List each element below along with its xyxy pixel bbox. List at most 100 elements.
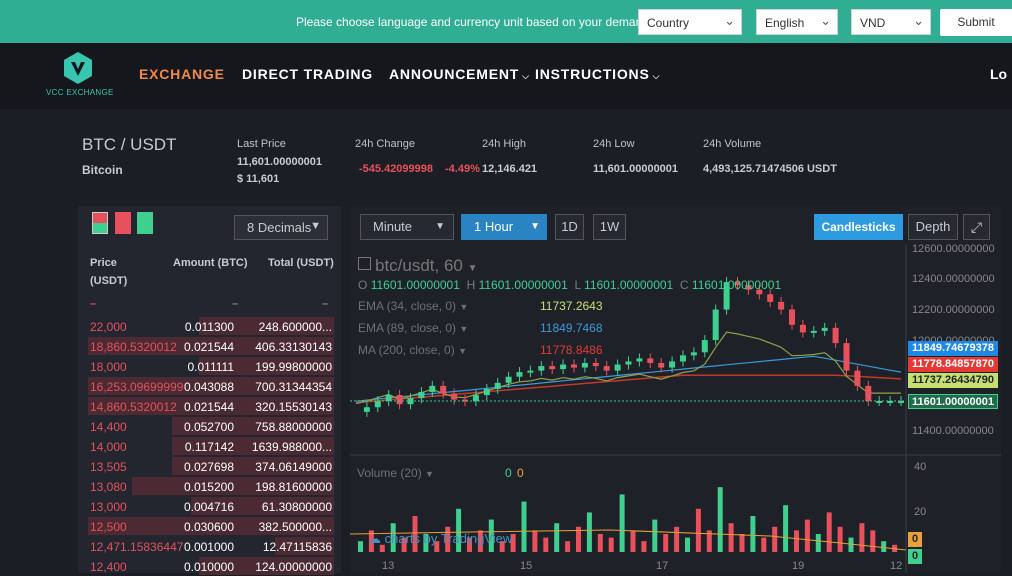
nav-direct-trading[interactable]: DIRECT TRADING	[242, 66, 373, 82]
orderbook-row[interactable]: 13,000 0.004716 61.30800000	[88, 496, 334, 516]
candlesticks-button[interactable]: Candlesticks	[814, 214, 903, 240]
depth-bar	[171, 437, 334, 455]
ema34-legend[interactable]: EMA (34, close, 0) ▼ 11737.2643	[358, 299, 618, 313]
decimals-select[interactable]: 8 Decimals ▼	[234, 215, 328, 240]
currency-select[interactable]: VND ⌄	[851, 9, 931, 35]
candle	[701, 340, 708, 353]
volume-bar	[630, 530, 636, 552]
candle	[592, 362, 599, 367]
orderbook-row[interactable]: 22,000 0.011300 248.600000...	[88, 316, 334, 336]
vcc-logo-icon[interactable]	[62, 51, 94, 85]
volume-value: 4,493,125.71474506 USDT	[703, 163, 837, 175]
amount-dash: –	[232, 298, 239, 310]
orderbook-price: 12,500	[90, 520, 127, 534]
range-1d-button[interactable]: 1D	[555, 214, 584, 240]
orderbook-total: 12.47115836	[262, 540, 332, 554]
orderbook-amount: 0.010000	[183, 560, 234, 574]
country-select-value: Country	[647, 16, 690, 30]
resolution-select[interactable]: 1 Hour ▼	[461, 214, 547, 240]
currency-select-value: VND	[860, 16, 886, 30]
orderbook-row[interactable]: 14,000 0.117142 1639.988000...	[88, 436, 334, 456]
ema34-price-tag: 11737.26434790	[908, 373, 998, 388]
interval-select[interactable]: Minute ▼	[360, 214, 454, 240]
collapse-icon[interactable]	[358, 257, 371, 270]
candle	[778, 301, 785, 310]
orderbook-total: 758.88000000	[255, 420, 332, 434]
volume-bar	[783, 505, 789, 552]
caret-down-icon: ▼	[425, 469, 434, 479]
orderbook-row[interactable]: 14,400 0.052700 758.88000000	[88, 416, 334, 436]
caret-down-icon: ▼	[458, 346, 467, 356]
orderbook-row[interactable]: 18,000 0.011111 199.99800000	[88, 356, 334, 376]
nav-exchange[interactable]: EXCHANGE	[139, 66, 225, 82]
nav-login[interactable]: Lo	[990, 66, 1008, 82]
candle	[385, 395, 392, 402]
orderbook-total: 320.15530143	[255, 400, 332, 414]
volume-bar	[685, 537, 690, 552]
range-1w-button[interactable]: 1W	[593, 214, 626, 240]
orderbook-row[interactable]: 12,471.15836447 0.001000 12.47115836	[88, 536, 334, 556]
orderbook-row[interactable]: 12,400 0.010000 124.00000000	[88, 556, 334, 576]
orderbook-row[interactable]: 18,860.5320012 0.021544 406.33130143	[88, 336, 334, 356]
depth-bar	[88, 377, 334, 395]
ema34-line	[355, 331, 901, 405]
orderbook-amount: 0.027698	[183, 460, 234, 474]
orderbook-row[interactable]: 13,080 0.015200 198.81600000	[88, 476, 334, 496]
chart-symbol[interactable]: btc/usdt, 60 ▼	[358, 256, 478, 276]
candle	[374, 401, 381, 408]
candle	[789, 309, 795, 325]
volume-bar	[423, 534, 429, 552]
orderbook-row[interactable]: 16,253.09699999 0.043088 700.31344354	[88, 376, 334, 396]
submit-button[interactable]: Submit	[940, 9, 1012, 36]
language-select[interactable]: English ⌄	[756, 9, 838, 35]
candle	[854, 370, 861, 386]
country-select[interactable]: Country ⌄	[638, 9, 742, 35]
volume-bar	[848, 537, 854, 552]
caret-down-icon: ▼	[310, 220, 321, 232]
price-chart-canvas[interactable]: 13 15 17 19 12	[350, 244, 1001, 573]
orderbook-row[interactable]: 12,500 0.030600 382.500000...	[88, 516, 334, 536]
nav-instructions[interactable]: INSTRUCTIONS ⌵	[535, 66, 660, 82]
decimals-select-value: 8 Decimals	[247, 220, 312, 235]
cloud-icon: ☁	[368, 531, 381, 546]
orderbook-price: 14,400	[90, 420, 127, 434]
orderbook-amount: 0.004716	[183, 500, 234, 514]
depth-bar	[198, 317, 334, 335]
orderbook-price: 14,000	[90, 440, 127, 454]
candle	[810, 330, 817, 333]
volume-ma-line	[350, 529, 907, 551]
chevron-down-icon: ⌄	[724, 13, 735, 28]
ma200-legend[interactable]: MA (200, close, 0) ▼ 11778.8486	[358, 343, 618, 357]
fullscreen-icon[interactable]: ⤢	[963, 214, 990, 240]
volume-bar	[619, 494, 625, 552]
volume-bar	[412, 516, 418, 552]
ema89-value: 11849.7468	[540, 321, 603, 335]
orderbook-buy-icon[interactable]	[137, 212, 153, 234]
orderbook-price: 13,000	[90, 500, 127, 514]
tradingview-watermark[interactable]: ☁ charts by TradingView	[368, 531, 512, 547]
candle	[538, 366, 545, 371]
orderbook-row[interactable]: 13,505 0.027698 374.06149000	[88, 456, 334, 476]
candle	[396, 395, 403, 405]
orderbook-amount: 0.052700	[183, 420, 234, 434]
volume-bar	[881, 541, 887, 552]
volume-legend[interactable]: Volume (20) ▼ 0 0	[357, 466, 557, 480]
orderbook-both-icon[interactable]	[92, 212, 108, 234]
orderbook-sell-icon[interactable]	[115, 212, 131, 234]
ema89-legend[interactable]: EMA (89, close, 0) ▼ 11849.7468	[358, 321, 618, 335]
volume-bar	[597, 534, 603, 552]
candle	[723, 282, 730, 310]
volume-bar	[477, 530, 483, 552]
orderbook-row[interactable]: 14,860.5320012 0.021544 320.15530143	[88, 396, 334, 416]
chevron-down-icon: ⌵	[522, 71, 530, 81]
caret-down-icon: ▼	[530, 221, 540, 232]
orderbook-amount: 0.011111	[187, 360, 235, 374]
candle	[527, 370, 534, 373]
depth-button[interactable]: Depth	[908, 214, 958, 240]
orderbook-total: 382.500000...	[258, 520, 332, 534]
volume-bar	[717, 487, 723, 552]
language-bar-message: Please choose language and currency unit…	[296, 15, 649, 29]
orderbook-price: 16,253.09699999	[90, 380, 184, 394]
candle	[516, 372, 523, 377]
nav-announcement[interactable]: ANNOUNCEMENT ⌵	[389, 66, 530, 82]
